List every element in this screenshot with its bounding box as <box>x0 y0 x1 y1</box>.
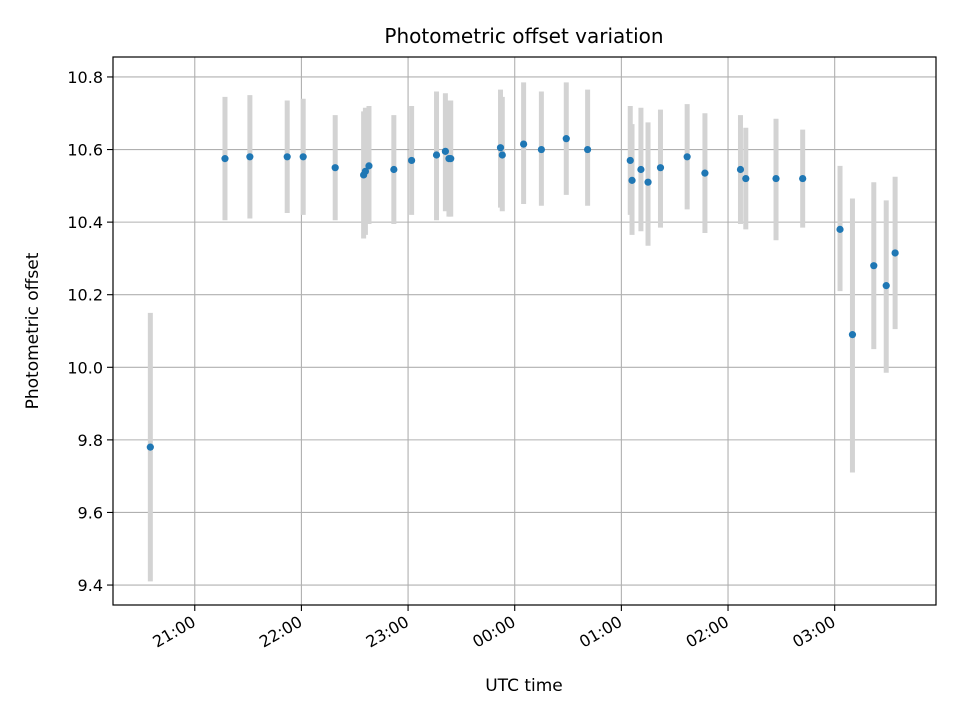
x-tick-label: 02:00 <box>683 612 732 652</box>
data-point <box>496 144 505 152</box>
data-point <box>520 140 528 148</box>
x-tick-label: 23:00 <box>363 612 412 652</box>
data-point <box>432 151 441 159</box>
data-point <box>656 164 665 172</box>
y-axis-ticks: 9.4 9.6 9.8 10.0 10.2 10.4 10.6 10.8 <box>67 68 113 595</box>
data-point <box>365 162 373 170</box>
x-axis-ticks: 21:00 22:00 23:00 00:00 01:00 02:00 03:00 <box>149 605 839 652</box>
data-point <box>361 167 370 175</box>
x-axis-title: UTC time <box>485 676 563 696</box>
y-tick-label: 9.8 <box>78 431 103 450</box>
data-point <box>331 164 339 172</box>
x-tick-label: 03:00 <box>789 612 838 652</box>
chart-title: Photometric offset variation <box>384 24 663 48</box>
y-tick-label: 9.6 <box>78 503 103 522</box>
data-point <box>683 153 691 161</box>
data-point <box>146 443 154 451</box>
data-point <box>637 165 645 174</box>
x-tick-label: 22:00 <box>256 612 305 652</box>
data-point <box>283 153 291 161</box>
data-point <box>799 174 807 183</box>
data-point <box>221 155 229 163</box>
x-tick-label: 21:00 <box>149 612 198 652</box>
data-point <box>498 151 506 159</box>
y-tick-label: 10.4 <box>67 213 103 232</box>
data-point <box>848 331 857 339</box>
data-point <box>562 135 570 143</box>
data-point <box>390 165 398 174</box>
data-point <box>882 282 890 290</box>
y-tick-label: 10.2 <box>67 286 103 305</box>
data-point <box>626 156 634 165</box>
y-tick-label: 10.8 <box>67 68 103 87</box>
data-point <box>701 169 709 177</box>
data-point <box>772 174 780 183</box>
y-tick-label: 10.0 <box>67 358 103 377</box>
data-point <box>891 249 899 257</box>
plot-frame <box>112 56 937 606</box>
data-point <box>441 147 449 155</box>
data-point <box>628 176 636 184</box>
data-point <box>246 153 254 161</box>
y-tick-label: 10.6 <box>67 141 103 160</box>
y-tick-label: 9.4 <box>78 576 103 595</box>
data-points <box>146 135 899 451</box>
x-tick-label: 01:00 <box>576 612 625 652</box>
data-point <box>408 156 416 165</box>
y-axis-title: Photometric offset <box>23 252 43 409</box>
data-point <box>584 145 592 154</box>
data-point <box>537 145 545 154</box>
data-point <box>736 165 745 174</box>
data-point <box>299 153 307 161</box>
data-point <box>742 174 750 183</box>
data-point <box>447 155 455 163</box>
data-point <box>870 262 878 270</box>
x-tick-label: 00:00 <box>469 612 518 652</box>
data-point <box>644 178 652 186</box>
data-point <box>836 225 844 233</box>
